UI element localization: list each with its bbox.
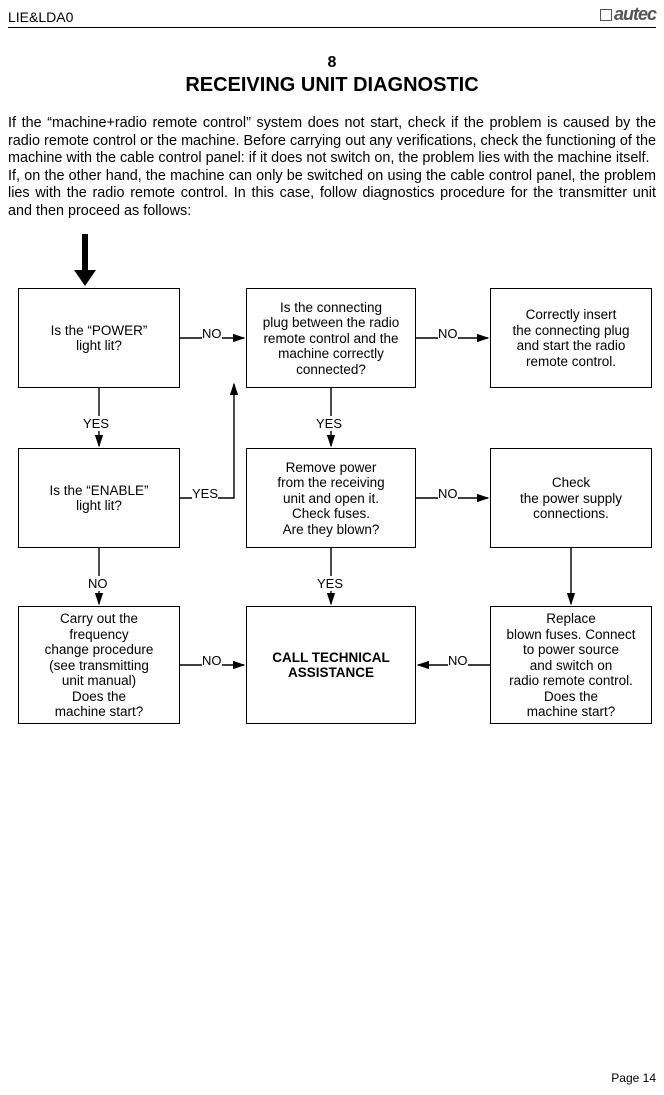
header-left: LIE&LDA0: [8, 9, 73, 25]
header-right-logo: autec: [600, 4, 656, 25]
node-check-fuses: Remove powerfrom the receivingunit and o…: [246, 448, 416, 548]
edge-label-no: NO: [448, 653, 468, 668]
edge-label-yes: YES: [316, 416, 342, 431]
node-plug-connected: Is the connectingplug between the radior…: [246, 288, 416, 388]
edge-label-yes: YES: [83, 416, 109, 431]
node-freq-change: Carry out thefrequencychange procedure(s…: [18, 606, 180, 724]
node-insert-plug: Correctly insertthe connecting plugand s…: [490, 288, 652, 388]
section-number: 8: [8, 54, 656, 72]
node-enable-light: Is the “ENABLE”light lit?: [18, 448, 180, 548]
edge-label-no: NO: [202, 653, 222, 668]
node-power-light: Is the “POWER”light lit?: [18, 288, 180, 388]
header: LIE&LDA0 autec: [8, 4, 656, 28]
edge-label-no: NO: [88, 576, 108, 591]
edge-label-yes: YES: [317, 576, 343, 591]
edge-label-no: NO: [438, 326, 458, 341]
logo-box-icon: [600, 9, 612, 21]
edge-label-no: NO: [202, 326, 222, 341]
intro-paragraph: If the “machine+radio remote control” sy…: [8, 115, 656, 220]
logo-text: autec: [614, 4, 656, 24]
node-call-assistance: CALL TECHNICALASSISTANCE: [246, 606, 416, 724]
section-title: RECEIVING UNIT DIAGNOSTIC: [8, 74, 656, 97]
node-replace-fuses: Replaceblown fuses. Connectto power sour…: [490, 606, 652, 724]
edge-label-yes: YES: [192, 486, 218, 501]
page-number: Page 14: [611, 1071, 656, 1085]
flowchart: Is the “POWER”light lit? Is the connecti…: [8, 228, 656, 788]
node-check-supply: Checkthe power supplyconnections.: [490, 448, 652, 548]
edge-label-no: NO: [438, 486, 458, 501]
